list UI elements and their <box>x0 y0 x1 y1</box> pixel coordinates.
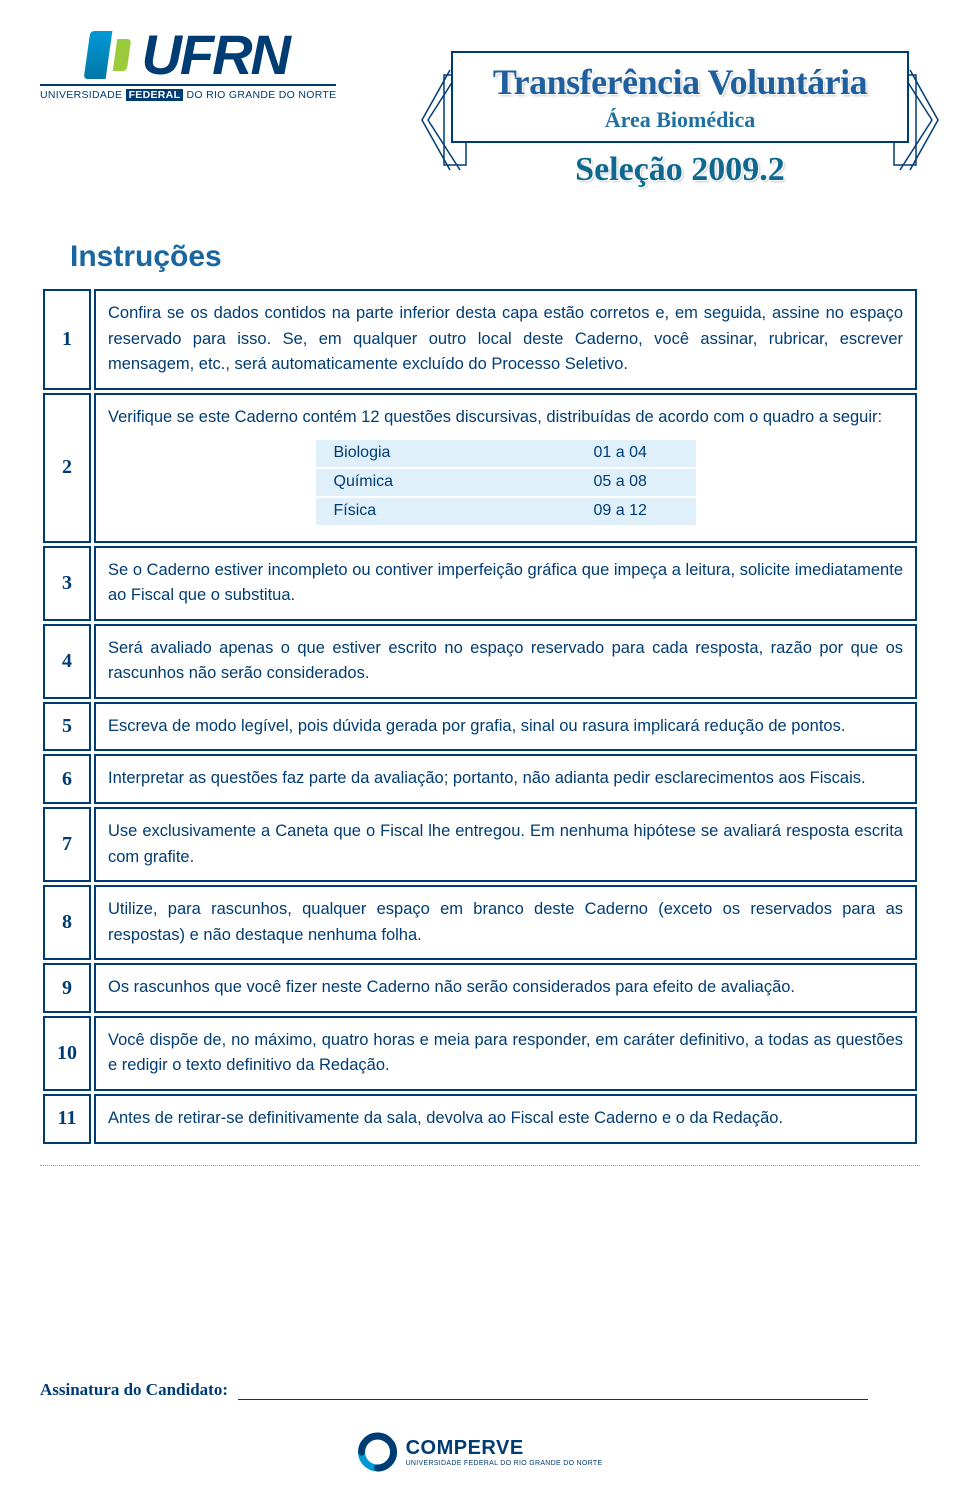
instruction-number: 2 <box>43 393 91 543</box>
ufrn-logo-subtext: UNIVERSIDADE FEDERAL DO RIO GRANDE DO NO… <box>40 84 336 101</box>
subject-name: Biologia <box>316 440 576 468</box>
instruction-text: Antes de retirar-se definitivamente da s… <box>94 1094 917 1144</box>
signature-line <box>238 1399 868 1400</box>
subject-range: 01 a 04 <box>576 440 696 468</box>
signature-block: Assinatura do Candidato: <box>40 1380 920 1400</box>
comperve-brand: COMPERVE <box>406 1437 603 1460</box>
table-row: 4 Será avaliado apenas o que estiver esc… <box>43 624 917 699</box>
table-row: 8 Utilize, para rascunhos, qualquer espa… <box>43 885 917 960</box>
instruction-text: Confira se os dados contidos na parte in… <box>94 289 917 390</box>
instructions-heading: Instruções <box>70 240 920 274</box>
subject-range: 09 a 12 <box>576 497 696 526</box>
ufrn-mark-icon <box>87 31 129 79</box>
instruction-number: 4 <box>43 624 91 699</box>
separator <box>40 1165 920 1166</box>
instruction-text: Utilize, para rascunhos, qualquer espaço… <box>94 885 917 960</box>
instructions-table: 1 Confira se os dados contidos na parte … <box>40 286 920 1147</box>
signature-label: Assinatura do Candidato: <box>40 1380 228 1399</box>
instruction-text: Será avaliado apenas o que estiver escri… <box>94 624 917 699</box>
logo-sub-post: DO RIO GRANDE DO NORTE <box>183 89 336 101</box>
subject-row: Biologia 01 a 04 <box>316 440 696 468</box>
ufrn-logo: UFRN <box>87 30 289 80</box>
table-row: 11 Antes de retirar-se definitivamente d… <box>43 1094 917 1144</box>
instruction-text: Escreva de modo legível, pois dúvida ger… <box>94 702 917 752</box>
footer-logo: COMPERVE UNIVERSIDADE FEDERAL DO RIO GRA… <box>358 1432 603 1472</box>
comperve-sub: UNIVERSIDADE FEDERAL DO RIO GRANDE DO NO… <box>406 1460 603 1467</box>
comperve-text: COMPERVE UNIVERSIDADE FEDERAL DO RIO GRA… <box>406 1437 603 1467</box>
instruction-text: Se o Caderno estiver incompleto ou conti… <box>94 546 917 621</box>
table-row: 5 Escreva de modo legível, pois dúvida g… <box>43 702 917 752</box>
instruction-text: Interpretar as questões faz parte da ava… <box>94 754 917 804</box>
subject-name: Física <box>316 497 576 526</box>
comperve-swirl-icon <box>358 1432 398 1472</box>
ufrn-logo-text: UFRN <box>141 30 289 80</box>
instruction-text: Os rascunhos que você fizer neste Cadern… <box>94 963 917 1013</box>
title-banner: Transferência Voluntária Área Biomédica … <box>440 30 920 210</box>
instruction-number: 9 <box>43 963 91 1013</box>
table-row: 9 Os rascunhos que você fizer neste Cade… <box>43 963 917 1013</box>
table-row: 7 Use exclusivamente a Caneta que o Fisc… <box>43 807 917 882</box>
banner-subtitle: Área Biomédica <box>493 107 867 133</box>
logo-sub-pre: UNIVERSIDADE <box>40 89 126 101</box>
subject-table: Biologia 01 a 04 Química 05 a 08 Física … <box>316 440 696 526</box>
table-row: 1 Confira se os dados contidos na parte … <box>43 289 917 390</box>
instruction-number: 11 <box>43 1094 91 1144</box>
subject-range: 05 a 08 <box>576 468 696 497</box>
instruction-text: Use exclusivamente a Caneta que o Fiscal… <box>94 807 917 882</box>
table-row: 6 Interpretar as questões faz parte da a… <box>43 754 917 804</box>
instruction-number: 3 <box>43 546 91 621</box>
logo-sub-boxed: FEDERAL <box>126 89 184 101</box>
banner-title: Transferência Voluntária <box>493 61 867 103</box>
instruction-number: 10 <box>43 1016 91 1091</box>
instruction-number: 8 <box>43 885 91 960</box>
banner-selection: Seleção 2009.2 <box>451 151 909 189</box>
page-header: UFRN UNIVERSIDADE FEDERAL DO RIO GRANDE … <box>40 30 920 210</box>
table-row: 10 Você dispõe de, no máximo, quatro hor… <box>43 1016 917 1091</box>
table-row: 2 Verifique se este Caderno contém 12 qu… <box>43 393 917 543</box>
banner-box: Transferência Voluntária Área Biomédica <box>451 51 909 143</box>
instruction-number: 1 <box>43 289 91 390</box>
instruction-text: Você dispõe de, no máximo, quatro horas … <box>94 1016 917 1091</box>
subject-name: Química <box>316 468 576 497</box>
subject-row: Física 09 a 12 <box>316 497 696 526</box>
ufrn-logo-block: UFRN UNIVERSIDADE FEDERAL DO RIO GRANDE … <box>40 30 336 101</box>
instruction-number: 6 <box>43 754 91 804</box>
subject-row: Química 05 a 08 <box>316 468 696 497</box>
instruction-intro: Verifique se este Caderno contém 12 ques… <box>108 405 903 431</box>
instruction-number: 7 <box>43 807 91 882</box>
instruction-number: 5 <box>43 702 91 752</box>
table-row: 3 Se o Caderno estiver incompleto ou con… <box>43 546 917 621</box>
instruction-text: Verifique se este Caderno contém 12 ques… <box>94 393 917 543</box>
